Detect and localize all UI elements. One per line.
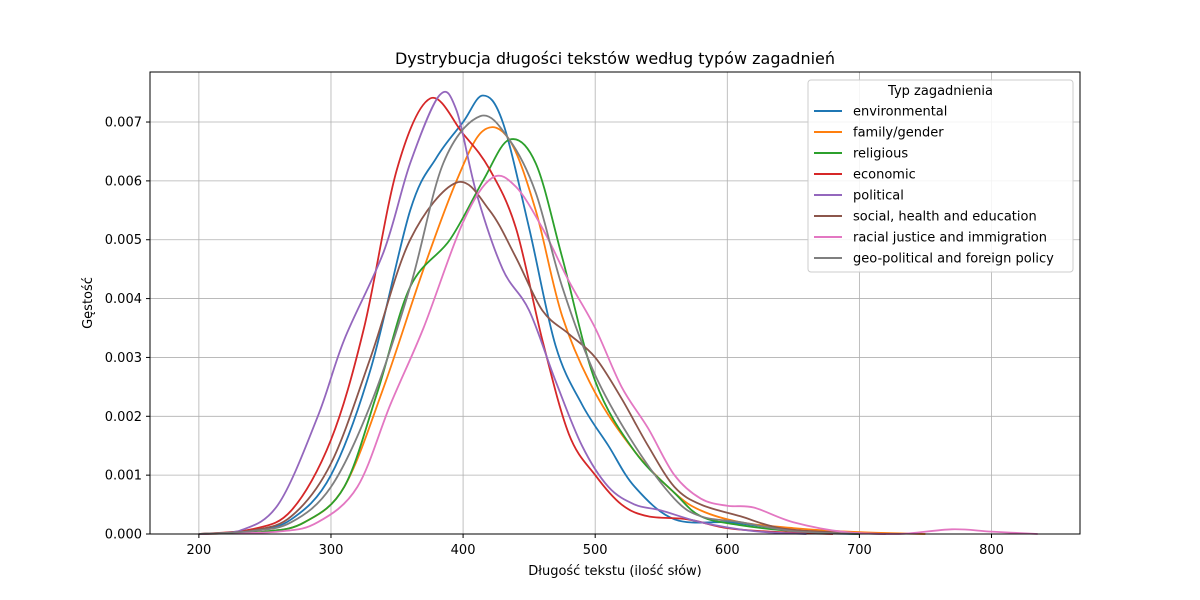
- x-tick-label: 700: [847, 543, 872, 558]
- plot-area-frame: [149, 71, 1081, 535]
- x-axis-label: Długość tekstu (ilość słów): [528, 564, 702, 579]
- x-tick-label: 600: [715, 543, 740, 558]
- legend-entry: geo-political and foreign policy: [853, 252, 1054, 267]
- series-line: [198, 114, 860, 535]
- legend-entry: economic: [853, 168, 916, 183]
- legend-entry: religious: [853, 147, 908, 162]
- y-tick-label: 0.006: [105, 174, 142, 189]
- series-line: [198, 90, 807, 535]
- legend-title: Typ zagadnienia: [887, 84, 993, 99]
- x-tick-label: 300: [319, 543, 344, 558]
- legend-entry: political: [853, 189, 904, 204]
- y-tick-label: 0.001: [105, 469, 142, 484]
- series-line: [198, 180, 886, 535]
- legend: Typ zagadnienia environmental family/gende…: [807, 79, 1074, 273]
- legend-entry: social, health and education: [853, 210, 1037, 225]
- y-tick-label: 0.005: [105, 233, 142, 248]
- x-tick-label: 400: [451, 543, 476, 558]
- x-axis: 200 300 400 500 600 700 800: [186, 534, 1004, 558]
- y-axis-label: Gęstość: [81, 277, 96, 329]
- y-tick-label: 0.002: [105, 410, 142, 425]
- legend-entry: environmental: [853, 105, 947, 120]
- series-line: [198, 96, 834, 535]
- y-tick-label: 0.003: [105, 351, 142, 366]
- series-lines: [198, 90, 1038, 535]
- y-tick-label: 0.007: [105, 116, 142, 131]
- series-line: [198, 174, 1038, 535]
- chart-title: Dystrybucja długości tekstów według typó…: [395, 49, 835, 68]
- legend-entry: racial justice and immigration: [853, 231, 1047, 246]
- y-axis: 0.000 0.001 0.002 0.003 0.004 0.005 0.006 0.007: [105, 116, 150, 543]
- x-tick-label: 800: [979, 543, 1004, 558]
- legend-entry: family/gender: [853, 126, 944, 141]
- x-tick-label: 200: [186, 543, 211, 558]
- x-tick-label: 500: [583, 543, 608, 558]
- legend-frame: [807, 79, 1074, 273]
- y-tick-label: 0.004: [105, 292, 142, 307]
- y-tick-label: 0.000: [105, 528, 142, 543]
- series-line: [198, 94, 860, 535]
